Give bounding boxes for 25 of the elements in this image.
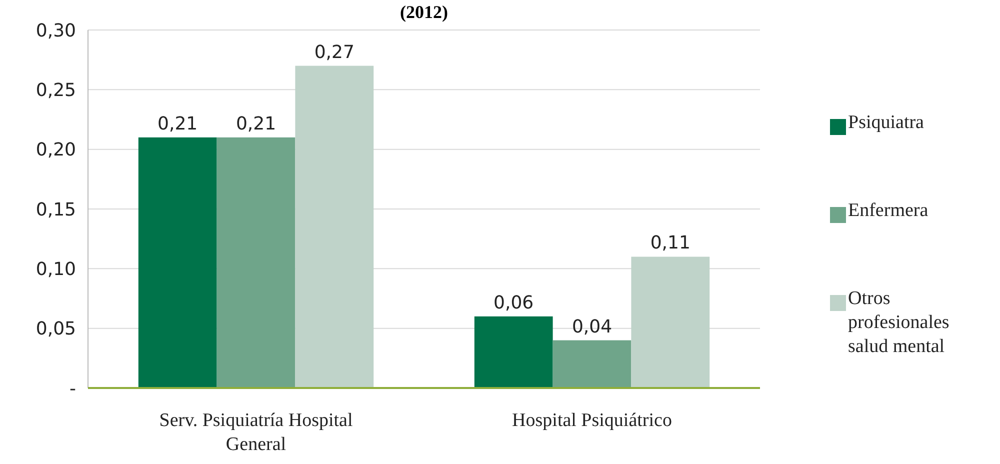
bar	[474, 316, 553, 388]
data-label: 0,21	[158, 113, 198, 134]
y-tick-label: 0,05	[36, 318, 76, 340]
data-label: 0,21	[236, 113, 276, 134]
y-tick-label: 0,15	[36, 199, 76, 220]
y-tick-label: 0,30	[36, 20, 76, 42]
bar	[138, 137, 217, 388]
bar	[216, 137, 296, 388]
x-tick-label: Serv. Psiquiatría Hospital General	[159, 410, 353, 455]
data-label: 0,11	[650, 232, 690, 254]
y-tick-label: 0,20	[36, 140, 76, 161]
y-tick-label: 0,10	[36, 258, 76, 280]
bar	[631, 256, 710, 388]
y-tick-label: -	[70, 378, 76, 400]
data-label: 0,27	[314, 42, 354, 63]
bar	[552, 340, 632, 388]
chart-title: (2012)	[400, 2, 448, 22]
legend-label: Otros profesionales salud mental	[848, 288, 950, 357]
bar	[295, 66, 374, 388]
x-tick-label: Hospital Psiquiátrico	[512, 410, 672, 431]
data-label: 0,06	[494, 292, 534, 314]
data-label: 0,04	[572, 316, 612, 338]
y-tick-label: 0,25	[36, 80, 76, 101]
legend-label: Psiquiatra	[848, 112, 925, 133]
legend-label: Enfermera	[848, 200, 929, 221]
